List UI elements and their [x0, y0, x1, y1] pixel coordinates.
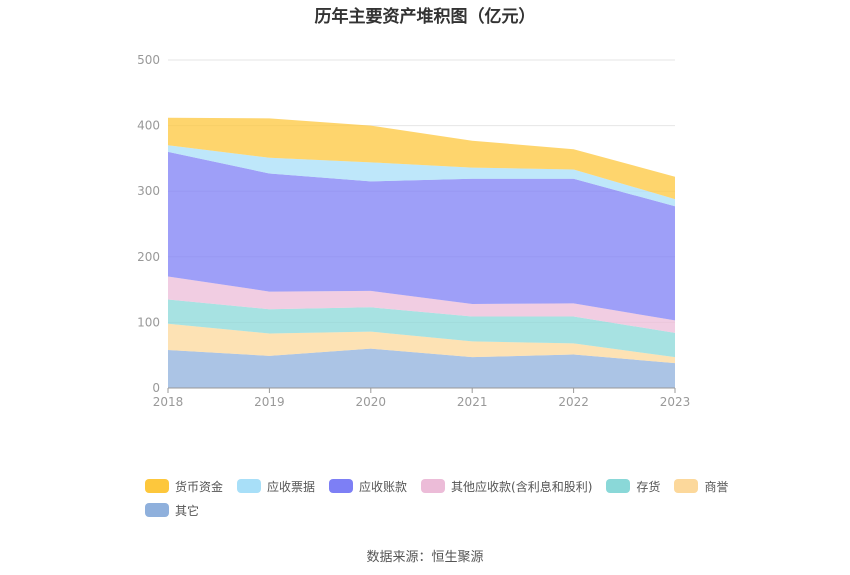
x-tick-label: 2021: [457, 395, 488, 409]
x-tick-label: 2023: [660, 395, 691, 409]
legend-label: 应收账款: [359, 479, 408, 494]
x-tick-label: 2022: [558, 395, 589, 409]
y-tick-label: 400: [137, 119, 160, 133]
legend-label: 商誉: [704, 479, 729, 494]
legend-label: 存货: [636, 479, 661, 494]
legend-swatch: [606, 479, 631, 493]
legend-item[interactable]: 其他应收款(含利息和股利): [421, 474, 592, 498]
legend-swatch: [674, 479, 699, 493]
legend-label: 货币资金: [175, 479, 224, 494]
legend-swatch: [421, 479, 446, 493]
legend-item[interactable]: 应收账款: [329, 474, 407, 498]
area-series-1[interactable]: [168, 323, 675, 364]
y-tick-label: 100: [137, 315, 160, 329]
area-series-3[interactable]: [168, 276, 675, 333]
y-tick-label: 300: [137, 184, 160, 198]
area-series: [168, 117, 675, 388]
legend-label: 其他应收款(含利息和股利): [451, 479, 593, 494]
x-tick-label: 2018: [153, 395, 184, 409]
legend: 货币资金 应收票据 应收账款 其他应收款(含利息和股利) 存货 商誉其它: [145, 474, 745, 522]
area-series-5[interactable]: [168, 145, 675, 207]
legend-swatch: [145, 503, 169, 517]
legend-swatch: [237, 479, 262, 493]
data-source: 数据来源：恒生聚源: [366, 550, 484, 565]
legend-label: 其它: [175, 503, 200, 518]
axes: 0 100 200 300 400 500 2018 2019 2020 2021 2022 2023: [137, 53, 690, 409]
legend-item[interactable]: 其它: [145, 498, 199, 522]
legend-item[interactable]: 应收票据: [237, 474, 315, 498]
y-tick-label: 0: [152, 381, 160, 395]
area-series-0[interactable]: [168, 348, 675, 388]
legend-item[interactable]: 商誉: [674, 474, 728, 498]
legend-label: 应收票据: [267, 479, 316, 494]
legend-item[interactable]: 存货: [606, 474, 660, 498]
area-series-2[interactable]: [168, 299, 675, 358]
y-tick-label: 200: [137, 250, 160, 264]
x-tick-label: 2020: [356, 395, 387, 409]
area-series-4[interactable]: [168, 151, 675, 321]
area-series-6[interactable]: [168, 117, 675, 200]
legend-swatch: [145, 479, 169, 493]
chart-title: 历年主要资产堆积图（亿元）: [314, 7, 536, 27]
stacked-area-chart: 0 100 200 300 400 500 2018 2019 2020 2021 2022 2023: [137, 53, 690, 409]
legend-swatch: [329, 479, 354, 493]
x-tick-label: 2019: [254, 395, 285, 409]
y-tick-label: 500: [137, 53, 160, 67]
legend-item[interactable]: 货币资金: [145, 474, 223, 498]
